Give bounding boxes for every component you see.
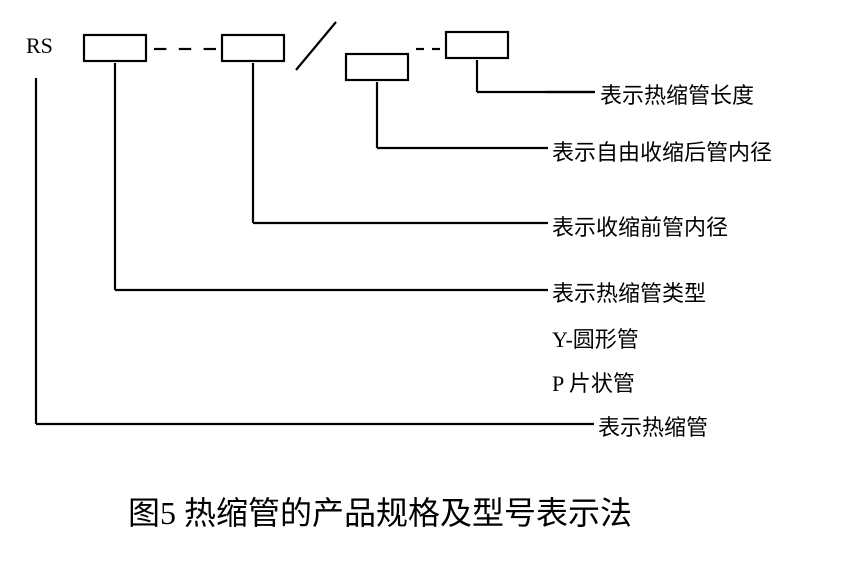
figure-caption: 图5 热缩管的产品规格及型号表示法 xyxy=(128,488,632,534)
type-note-y: Y-圆形管 xyxy=(552,322,639,354)
callout-label-inner-before: 表示收缩前管内径 xyxy=(552,210,728,242)
callout-label-length: 表示热缩管长度 xyxy=(600,78,754,110)
diagram-canvas: RS 表示热缩管长度 表示自由收缩后管内径 表示收缩前管内径 表示热缩管类型 表… xyxy=(0,0,867,562)
type-note-p: P 片状管 xyxy=(552,366,635,398)
callout-label-rs: 表示热缩管 xyxy=(598,410,708,442)
callout-label-type: 表示热缩管类型 xyxy=(552,276,706,308)
callout-label-inner-after: 表示自由收缩后管内径 xyxy=(552,135,772,167)
code-prefix-rs: RS xyxy=(26,33,53,59)
